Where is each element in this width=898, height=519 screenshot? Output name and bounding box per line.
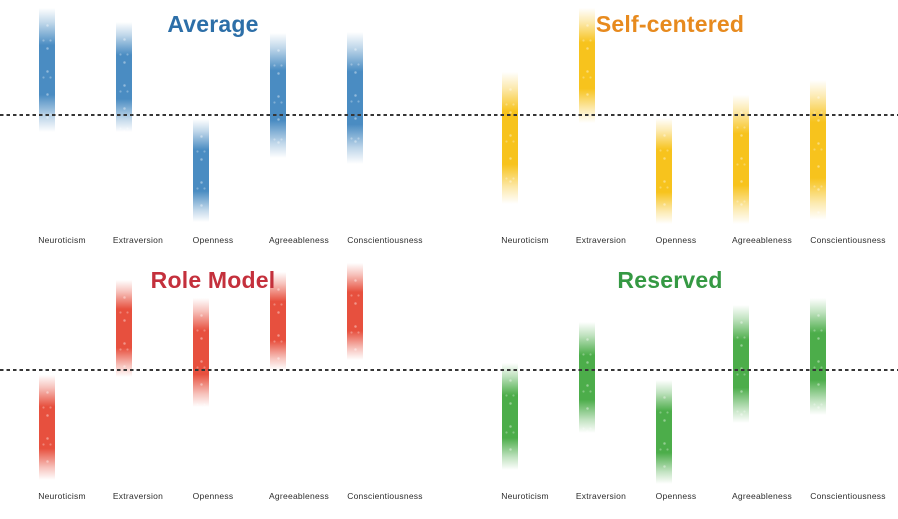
bar-reserved-agreeableness <box>733 305 749 423</box>
bar-reserved-conscientiousness <box>810 298 826 416</box>
bar-role-model-conscientiousness <box>347 262 363 361</box>
bar-self-centered-agreeableness <box>733 95 749 224</box>
trait-label-reserved-agreeableness: Agreeableness <box>732 491 792 501</box>
bar-average-neuroticism <box>39 7 55 133</box>
trait-label-self-centered-openness: Openness <box>655 235 697 245</box>
bar-role-model-openness <box>193 298 209 407</box>
trait-label-role-model-extraversion: Extraversion <box>112 491 164 501</box>
panel-title-self-centered: Self-centered <box>595 11 745 37</box>
trait-label-average-openness: Openness <box>192 235 234 245</box>
trait-label-reserved-neuroticism: Neuroticism <box>501 491 549 501</box>
trait-label-role-model-openness: Openness <box>192 491 234 501</box>
panel-title-role-model: Role Model <box>150 267 276 293</box>
trait-label-reserved-conscientiousness: Conscientiousness <box>810 491 886 501</box>
trait-label-average-extraversion: Extraversion <box>112 235 164 245</box>
trait-label-self-centered-agreeableness: Agreeableness <box>732 235 792 245</box>
panel-title-reserved: Reserved <box>617 267 723 293</box>
bar-reserved-openness <box>656 379 672 484</box>
bar-self-centered-conscientiousness <box>810 79 826 221</box>
bar-average-openness <box>193 118 209 222</box>
baseline-dashed-line-top <box>0 113 898 116</box>
bar-reserved-neuroticism <box>502 362 518 471</box>
panel-title-average: Average <box>167 11 259 37</box>
trait-label-average-conscientiousness: Conscientiousness <box>347 235 423 245</box>
bar-role-model-agreeableness <box>270 272 286 371</box>
bar-self-centered-extraversion <box>579 7 595 123</box>
trait-label-role-model-neuroticism: Neuroticism <box>38 491 86 501</box>
trait-label-self-centered-neuroticism: Neuroticism <box>501 235 549 245</box>
trait-label-role-model-agreeableness: Agreeableness <box>269 491 329 501</box>
trait-label-reserved-extraversion: Extraversion <box>575 491 627 501</box>
trait-label-role-model-conscientiousness: Conscientiousness <box>347 491 423 501</box>
bar-role-model-extraversion <box>116 279 132 378</box>
trait-label-average-neuroticism: Neuroticism <box>38 235 86 245</box>
bar-average-conscientiousness <box>347 32 363 164</box>
bar-role-model-neuroticism <box>39 375 55 481</box>
trait-label-reserved-openness: Openness <box>655 491 697 501</box>
baseline-dashed-line-bottom <box>0 368 898 371</box>
trait-label-self-centered-conscientiousness: Conscientiousness <box>810 235 886 245</box>
trait-label-self-centered-extraversion: Extraversion <box>575 235 627 245</box>
bar-average-agreeableness <box>270 33 286 158</box>
trait-label-average-agreeableness: Agreeableness <box>269 235 329 245</box>
bar-self-centered-neuroticism <box>502 72 518 205</box>
bar-self-centered-openness <box>656 117 672 224</box>
bar-reserved-extraversion <box>579 322 595 433</box>
bar-average-extraversion <box>116 22 132 133</box>
